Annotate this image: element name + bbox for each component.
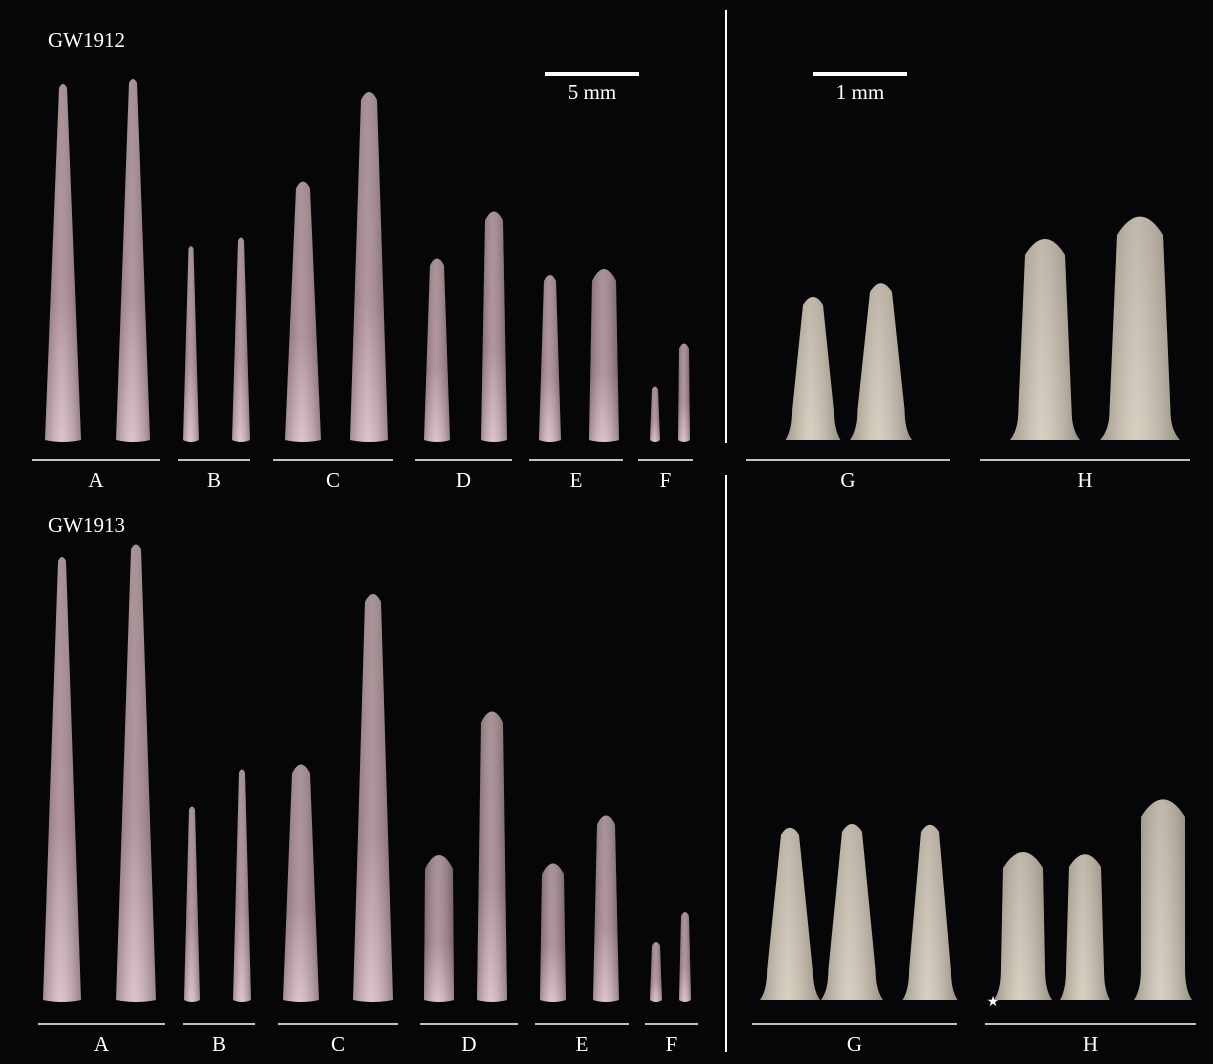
group-label: E	[576, 1032, 589, 1056]
group-label: C	[326, 468, 340, 492]
specimen-label: GW1913	[48, 513, 125, 537]
group-label: G	[840, 468, 855, 492]
group-label: G	[847, 1032, 862, 1056]
group-label: H	[1077, 468, 1092, 492]
spine-shading	[678, 344, 690, 443]
group-label: F	[660, 468, 672, 492]
spine-shading	[424, 855, 454, 1002]
spine-shading	[593, 816, 619, 1003]
spine-shading	[477, 712, 507, 1003]
spine-shading	[1134, 799, 1192, 1000]
group-label: B	[207, 468, 221, 492]
group-label: A	[88, 468, 104, 492]
scale-bar-label: 5 mm	[568, 80, 616, 104]
scale-bar-label: 1 mm	[836, 80, 884, 104]
spine-shading	[679, 912, 691, 1002]
group-label: D	[461, 1032, 476, 1056]
spine-shading	[481, 212, 507, 443]
spine-shading	[540, 864, 566, 1003]
group-label: E	[570, 468, 583, 492]
group-label: C	[331, 1032, 345, 1056]
group-label: D	[456, 468, 471, 492]
group-label: B	[212, 1032, 226, 1056]
group-label: H	[1083, 1032, 1098, 1056]
figure-plate: GW1912 GW1913 5 mm 1 mm ★ ABCDEFGHABCDEF…	[0, 0, 1213, 1064]
specimen-label: GW1912	[48, 28, 125, 52]
group-label: F	[666, 1032, 678, 1056]
spine-shading	[589, 269, 619, 442]
group-label: A	[94, 1032, 110, 1056]
